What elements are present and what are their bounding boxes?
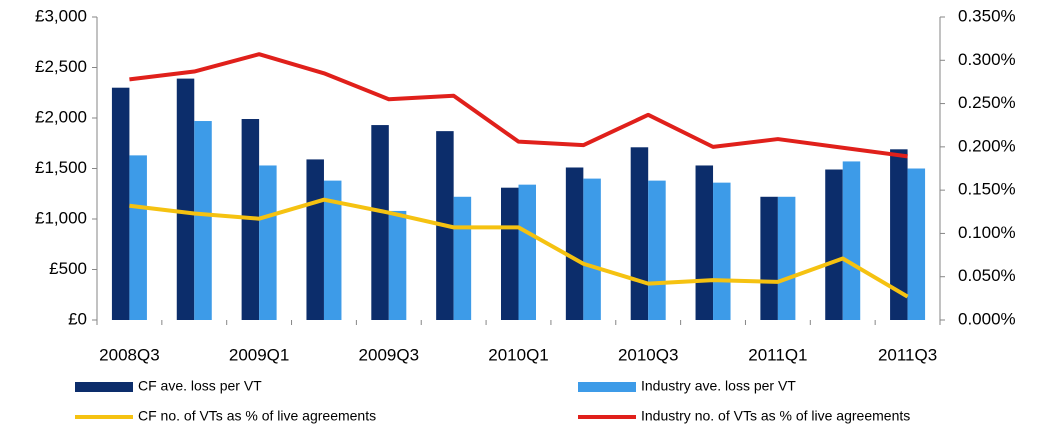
y-tick-label: £0 — [68, 309, 87, 328]
bar — [842, 161, 861, 320]
y2-tick-label: 0.000% — [958, 309, 1016, 328]
y-tick-label: £3,000 — [35, 6, 87, 25]
bar — [907, 168, 926, 320]
y2-tick-label: 0.300% — [958, 50, 1016, 69]
x-tick-label: 2010Q3 — [618, 345, 679, 364]
bar — [176, 78, 195, 320]
bar — [777, 196, 796, 320]
bar — [111, 87, 130, 320]
legend-swatch — [578, 382, 636, 392]
y2-tick-label: 0.100% — [958, 223, 1016, 242]
bar — [760, 196, 778, 320]
y-tick-label: £1,500 — [35, 158, 87, 177]
bar — [518, 184, 536, 320]
y-tick-label: £2,500 — [35, 57, 87, 76]
y-tick-label: £500 — [49, 259, 87, 278]
line — [129, 197, 909, 299]
bar — [371, 125, 389, 320]
y2-tick-label: 0.050% — [958, 266, 1016, 285]
bar — [565, 167, 584, 320]
y-tick-label: £1,000 — [35, 208, 87, 227]
bar — [129, 155, 147, 320]
bar — [323, 180, 342, 320]
bar — [648, 180, 666, 320]
bar — [194, 121, 212, 320]
bar — [695, 165, 714, 320]
x-tick-label: 2011Q1 — [748, 345, 807, 364]
legend-label: Industry no. of VTs as % of live agreeme… — [641, 408, 910, 424]
bar — [388, 210, 407, 320]
legend-label: CF no. of VTs as % of live agreements — [138, 408, 376, 424]
y2-tick-label: 0.150% — [958, 180, 1016, 199]
bar — [501, 187, 519, 320]
bar — [259, 165, 277, 320]
bar — [453, 196, 472, 320]
x-tick-label: 2011Q3 — [878, 345, 937, 364]
x-tick-label: 2010Q1 — [488, 345, 549, 364]
legend-swatch — [75, 382, 133, 392]
x-tick-label: 2008Q3 — [99, 345, 160, 364]
y2-tick-label: 0.250% — [958, 93, 1016, 112]
legend-label: Industry ave. loss per VT — [641, 378, 796, 394]
bar — [583, 178, 601, 320]
x-tick-label: 2009Q3 — [359, 345, 420, 364]
bar — [306, 159, 324, 320]
x-tick-label: 2009Q1 — [229, 345, 290, 364]
y2-tick-label: 0.200% — [958, 136, 1016, 155]
bar — [890, 149, 908, 320]
y2-tick-label: 0.350% — [958, 6, 1016, 25]
line — [129, 52, 908, 159]
bar — [630, 147, 649, 320]
bar — [713, 182, 731, 320]
legend-label: CF ave. loss per VT — [138, 378, 262, 394]
bar — [825, 169, 843, 320]
y-tick-label: £2,000 — [35, 107, 87, 126]
